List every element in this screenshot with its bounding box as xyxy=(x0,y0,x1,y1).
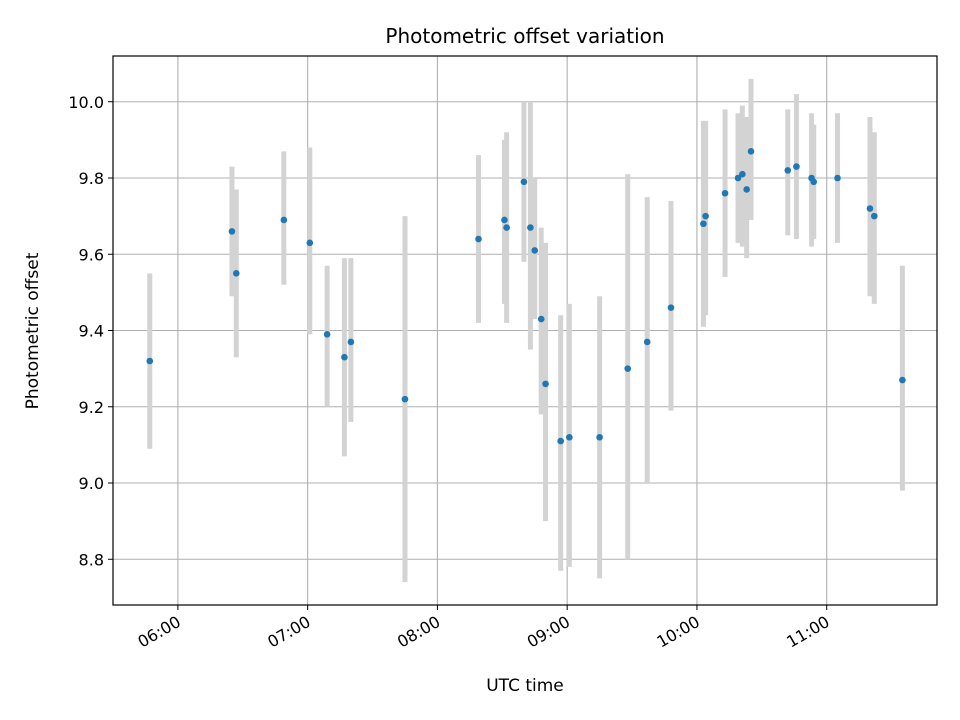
data-point xyxy=(146,357,154,365)
data-point xyxy=(899,376,906,384)
data-point xyxy=(401,395,409,403)
data-point xyxy=(747,148,755,155)
data-point xyxy=(596,433,603,441)
data-point xyxy=(734,174,742,182)
data-point xyxy=(280,216,288,224)
data-point xyxy=(501,216,508,224)
data-point xyxy=(503,224,510,231)
data-point xyxy=(542,380,549,388)
y-tick-label: 9.2 xyxy=(79,398,104,417)
data-point xyxy=(306,239,314,247)
data-point xyxy=(793,163,800,170)
data-point xyxy=(566,433,573,441)
data-point xyxy=(228,228,236,235)
data-point xyxy=(341,353,348,361)
data-point xyxy=(347,338,355,346)
data-point xyxy=(323,331,331,338)
y-tick-label: 9.8 xyxy=(79,169,104,188)
data-point xyxy=(520,178,528,186)
data-point xyxy=(643,338,651,346)
data-point xyxy=(810,178,818,186)
y-tick-label: 9.0 xyxy=(79,474,104,493)
data-point xyxy=(667,304,675,311)
data-point xyxy=(721,189,729,197)
y-axis-ticks: 8.8 9.0 9.2 9.4 9.6 9.8 10.0 xyxy=(68,93,113,569)
data-point xyxy=(475,235,482,243)
data-point xyxy=(866,205,874,212)
y-tick-label: 9.4 xyxy=(79,322,104,341)
x-axis-label: UTC time xyxy=(486,676,564,696)
y-tick-label: 9.6 xyxy=(79,245,104,264)
data-point xyxy=(743,186,750,193)
data-point xyxy=(870,212,878,220)
data-points xyxy=(146,148,906,445)
data-point xyxy=(232,270,240,277)
data-point xyxy=(624,365,632,372)
data-point xyxy=(700,220,707,228)
y-tick-label: 10.0 xyxy=(68,93,104,112)
data-point xyxy=(739,170,746,178)
y-axis-label: Photometric offset xyxy=(23,252,43,409)
data-point xyxy=(531,247,539,254)
data-point xyxy=(834,174,841,182)
data-point xyxy=(527,224,534,231)
data-point xyxy=(537,315,545,323)
y-tick-label: 8.8 xyxy=(79,550,104,569)
data-point xyxy=(702,212,709,220)
data-point xyxy=(784,167,792,174)
chart-title: Photometric offset variation xyxy=(385,24,664,48)
data-point xyxy=(557,437,564,445)
